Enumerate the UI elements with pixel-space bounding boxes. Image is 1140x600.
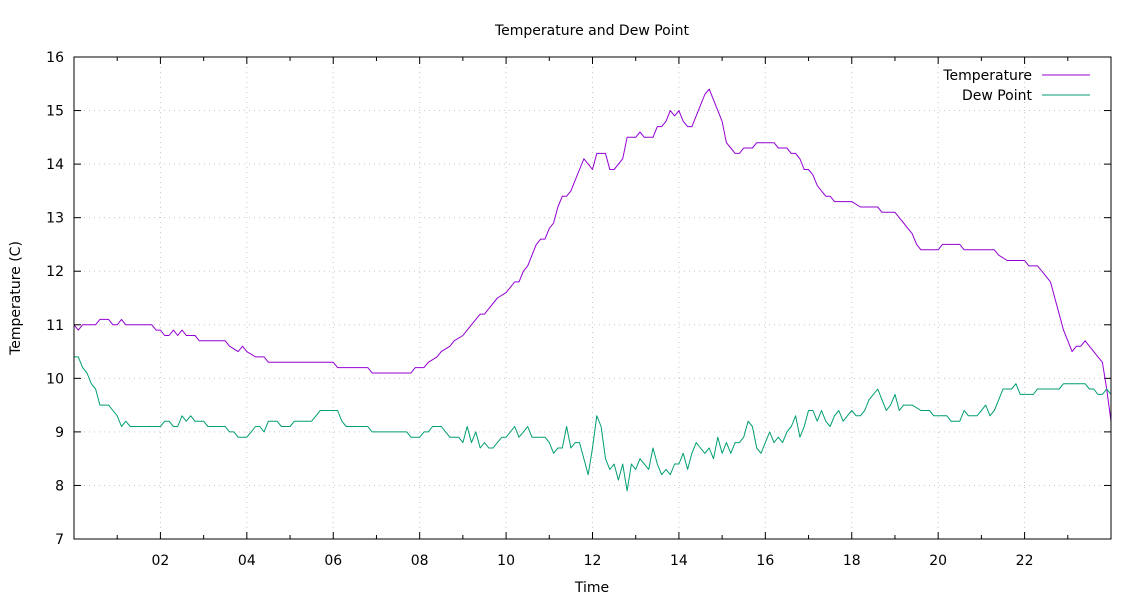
x-tick-label: 20 [929,553,947,569]
x-tick-label: 14 [670,553,688,569]
chart-title: Temperature and Dew Point [494,23,689,39]
plot-frame [73,56,1112,540]
series-line-dew-point [74,356,1112,492]
x-tick-label: 10 [497,553,515,569]
legend-label: Temperature [942,68,1032,84]
y-tick-label: 14 [46,157,64,173]
tick-labels: 7 8 9 10 11 12 13 14 15 16 02 04 06 08 10 12 14 16 18 20 22 [46,50,1033,569]
x-tick-label: 06 [324,553,342,569]
y-tick-label: 15 [46,104,64,120]
y-tick-label: 11 [46,318,64,334]
x-tick-label: 18 [843,553,861,569]
y-axis-label: Temperature (C) [8,241,24,356]
legend: Temperature Dew Point [942,68,1090,104]
x-tick-label: 02 [152,553,170,569]
x-axis-label: Time [574,580,609,596]
y-tick-label: 8 [55,478,64,494]
x-tick-label: 22 [1016,553,1034,569]
series-lines [73,88,1112,492]
x-tick-label: 04 [238,553,256,569]
grid-lines [74,57,1111,539]
x-tick-label: 16 [756,553,774,569]
y-tick-label: 13 [46,211,64,227]
legend-label: Dew Point [962,88,1033,104]
x-tick-label: 12 [584,553,602,569]
y-tick-label: 9 [55,425,64,441]
y-tick-label: 12 [46,264,64,280]
y-tick-label: 7 [55,532,64,548]
y-tick-label: 16 [46,50,64,66]
series-line-temperature [73,88,1112,422]
x-tick-label: 08 [411,553,429,569]
y-tick-label: 10 [46,371,64,387]
